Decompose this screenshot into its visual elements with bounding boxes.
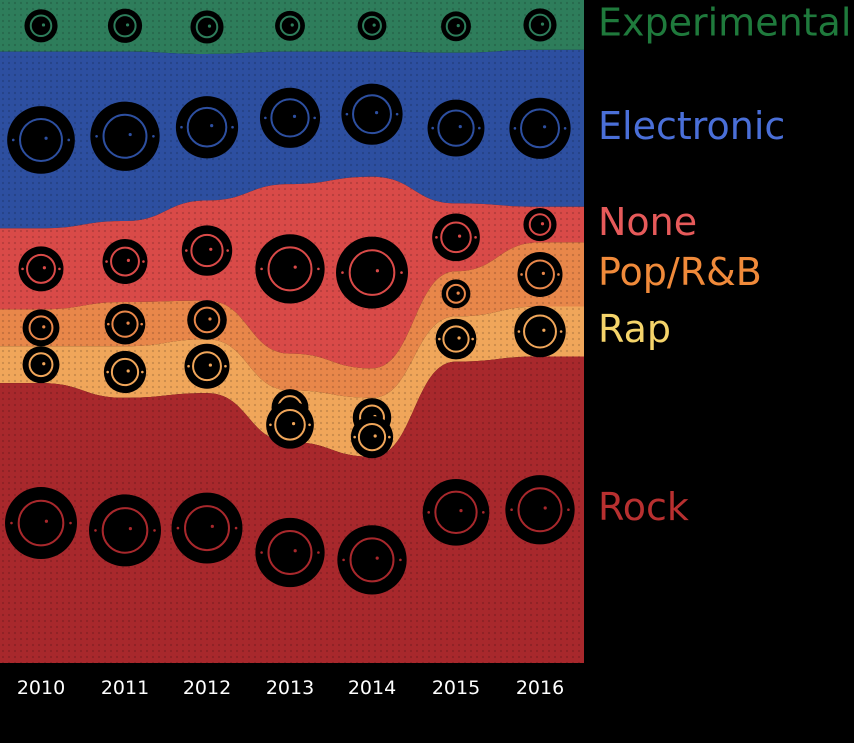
record-marker-electronic-2011 [90, 101, 160, 171]
record-marker-none-2016 [523, 208, 557, 242]
legend-label-rap: Rap [598, 307, 671, 351]
record-marker-rock-2016 [505, 475, 575, 545]
record-marker-rap-2015 [435, 318, 477, 360]
x-axis: 2010 2011 2012 2013 2014 2015 2016 [17, 677, 564, 699]
record-marker-rap-2010 [22, 346, 60, 384]
record-marker-none-2015 [432, 213, 480, 262]
record-marker-rap-2014 [350, 415, 394, 459]
record-marker-electronic-2013 [259, 87, 321, 148]
record-marker-experimental-2016 [523, 8, 557, 42]
legend-label-rock: Rock [598, 485, 689, 529]
x-tick-label-2011: 2011 [101, 677, 149, 699]
x-tick-label-2014: 2014 [348, 677, 396, 699]
record-marker-rap-2013 [266, 400, 314, 449]
record-marker-electronic-2012 [175, 96, 239, 159]
x-tick-label-2013: 2013 [266, 677, 314, 699]
record-marker-rock-2011 [89, 494, 161, 567]
record-marker-experimental-2015 [441, 11, 471, 42]
record-marker-rap-2012 [184, 343, 230, 389]
legend-label-pop-r-b: Pop/R&B [598, 250, 762, 294]
record-marker-rock-2013 [255, 517, 325, 588]
record-marker-pop-r-b-2015 [441, 279, 471, 309]
record-marker-electronic-2015 [427, 99, 485, 157]
legend-label-electronic: Electronic [598, 104, 785, 148]
record-marker-rap-2011 [103, 350, 147, 394]
record-marker-rock-2012 [171, 492, 243, 564]
x-tick-label-2016: 2016 [516, 677, 564, 699]
record-marker-none-2012 [181, 225, 233, 276]
legend-label-experimental: Experimental [598, 0, 851, 44]
record-marker-rock-2015 [422, 479, 490, 546]
record-marker-electronic-2010 [7, 106, 75, 174]
record-marker-experimental-2010 [24, 9, 58, 43]
record-marker-electronic-2016 [509, 97, 571, 159]
record-marker-none-2010 [18, 246, 64, 292]
record-marker-pop-r-b-2012 [187, 300, 227, 340]
record-marker-electronic-2014 [341, 83, 403, 145]
x-tick-label-2012: 2012 [183, 677, 231, 699]
record-marker-pop-r-b-2010 [22, 309, 60, 347]
record-marker-none-2013 [255, 234, 325, 304]
record-marker-pop-r-b-2016 [517, 251, 563, 297]
record-markers [5, 8, 575, 595]
record-marker-rap-2016 [514, 305, 566, 358]
record-marker-pop-r-b-2011 [104, 303, 146, 345]
record-marker-none-2011 [102, 239, 148, 285]
record-marker-rock-2014 [337, 525, 407, 595]
record-marker-experimental-2013 [275, 10, 305, 41]
legend: Experimental Electronic None Pop/R&B Rap Rock [598, 0, 851, 529]
x-tick-label-2010: 2010 [17, 677, 65, 699]
record-marker-none-2014 [336, 236, 408, 309]
legend-label-none: None [598, 200, 697, 244]
record-marker-experimental-2014 [357, 11, 387, 41]
record-marker-experimental-2012 [190, 10, 224, 44]
record-marker-experimental-2011 [107, 8, 143, 43]
x-tick-label-2015: 2015 [432, 677, 480, 699]
stream-texture-rock [0, 356, 584, 663]
record-marker-rock-2010 [5, 487, 77, 560]
stream-texture-pop-r-b [0, 242, 584, 398]
